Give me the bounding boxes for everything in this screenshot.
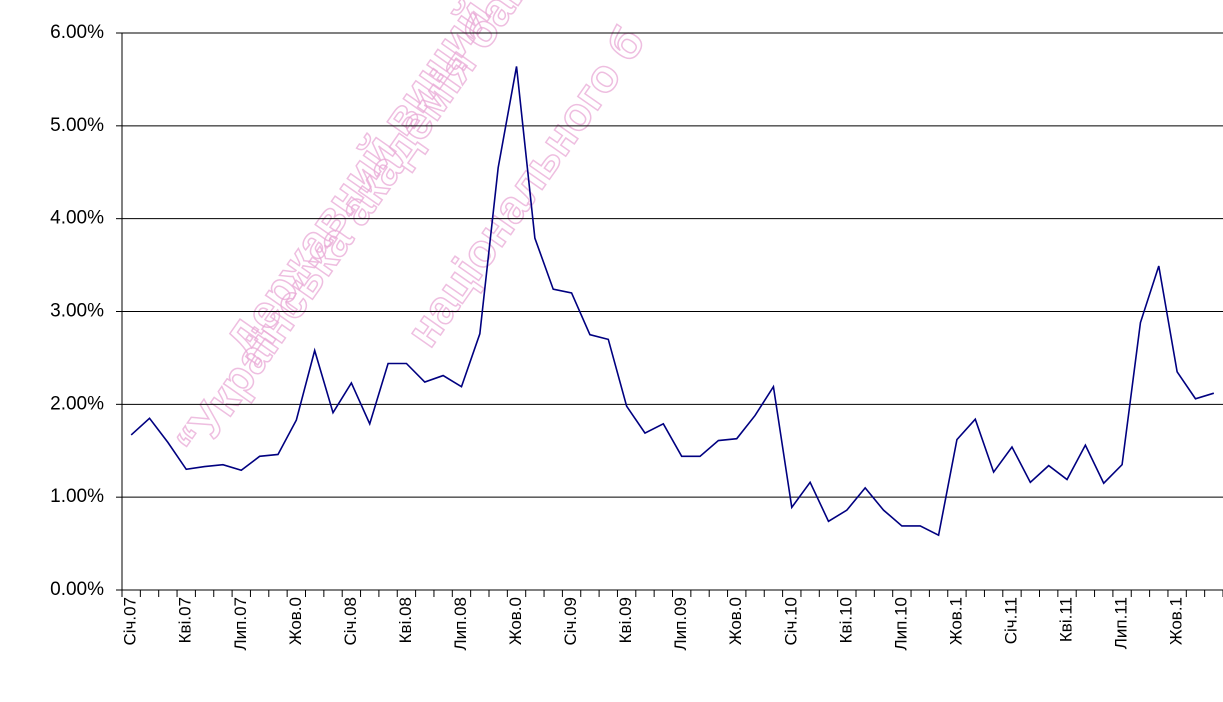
x-tick-label: Кві.10: [836, 597, 855, 643]
x-tick-label: Кві.07: [176, 597, 195, 643]
x-tick-label: Лип.11: [1112, 597, 1131, 649]
y-tick-label: 4.00%: [50, 208, 104, 229]
y-tick-label: 0.00%: [50, 579, 104, 600]
x-tick-label: Жов.0: [286, 597, 305, 645]
y-tick-label: 1.00%: [50, 486, 104, 507]
x-tick-label: Січ.08: [341, 597, 360, 646]
x-tick-label: Жов.0: [506, 597, 525, 645]
x-tick-label: Січ.10: [781, 597, 800, 646]
x-tick-label: Лип.10: [891, 597, 910, 651]
x-tick-label: Кві.08: [396, 597, 415, 643]
x-tick-label: Січ.07: [121, 597, 140, 646]
watermark: Державний вищий “Українська академія бан…: [166, 0, 655, 466]
x-tick-label: Січ.09: [561, 597, 580, 646]
x-tick-label: Жов.1: [1167, 597, 1186, 645]
y-tick-label: 3.00%: [50, 301, 104, 322]
x-tick-label: Кві.09: [616, 597, 635, 643]
x-tick-label: Лип.08: [451, 597, 470, 651]
x-tick-label: Жов.0: [726, 597, 745, 645]
chart: Державний вищий “Українська академія бан…: [0, 0, 1223, 702]
x-tick-label: Жов.1: [946, 597, 965, 645]
x-tick-label: Кві.11: [1057, 597, 1076, 642]
y-tick-label: 2.00%: [50, 393, 104, 414]
x-tick-label: Лип.07: [231, 597, 250, 651]
y-tick-label: 5.00%: [50, 115, 104, 136]
x-tick-label: Лип.09: [671, 597, 690, 651]
x-tick-label: Січ.11: [1001, 597, 1020, 644]
y-tick-label: 6.00%: [50, 22, 104, 43]
